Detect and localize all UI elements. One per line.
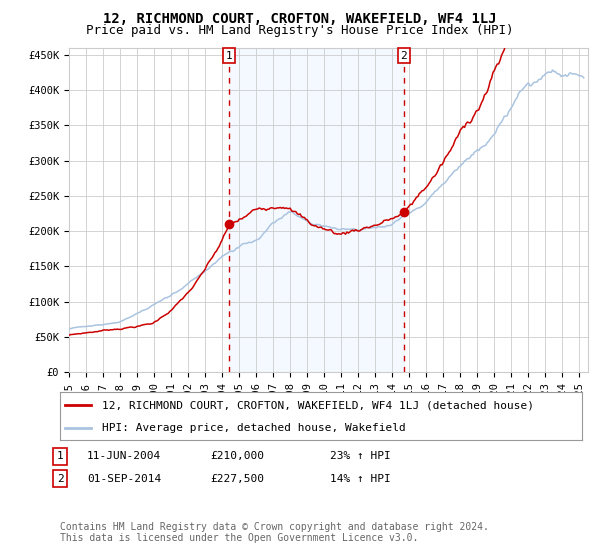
Bar — [229, 48, 404, 372]
Text: 01-SEP-2014: 01-SEP-2014 — [87, 474, 161, 484]
Text: 2: 2 — [56, 474, 64, 484]
Text: £210,000: £210,000 — [210, 451, 264, 461]
Text: £227,500: £227,500 — [210, 474, 264, 484]
Text: HPI: Average price, detached house, Wakefield: HPI: Average price, detached house, Wake… — [102, 423, 406, 433]
Text: Contains HM Land Registry data © Crown copyright and database right 2024.: Contains HM Land Registry data © Crown c… — [60, 522, 489, 532]
Text: 23% ↑ HPI: 23% ↑ HPI — [330, 451, 391, 461]
Text: 1: 1 — [226, 51, 233, 60]
Text: 12, RICHMOND COURT, CROFTON, WAKEFIELD, WF4 1LJ: 12, RICHMOND COURT, CROFTON, WAKEFIELD, … — [103, 12, 497, 26]
Text: This data is licensed under the Open Government Licence v3.0.: This data is licensed under the Open Gov… — [60, 533, 418, 543]
Text: Price paid vs. HM Land Registry's House Price Index (HPI): Price paid vs. HM Land Registry's House … — [86, 24, 514, 36]
Text: 1: 1 — [56, 451, 64, 461]
Text: 14% ↑ HPI: 14% ↑ HPI — [330, 474, 391, 484]
Text: 2: 2 — [400, 51, 407, 60]
Text: 11-JUN-2004: 11-JUN-2004 — [87, 451, 161, 461]
Text: 12, RICHMOND COURT, CROFTON, WAKEFIELD, WF4 1LJ (detached house): 12, RICHMOND COURT, CROFTON, WAKEFIELD, … — [102, 400, 534, 410]
